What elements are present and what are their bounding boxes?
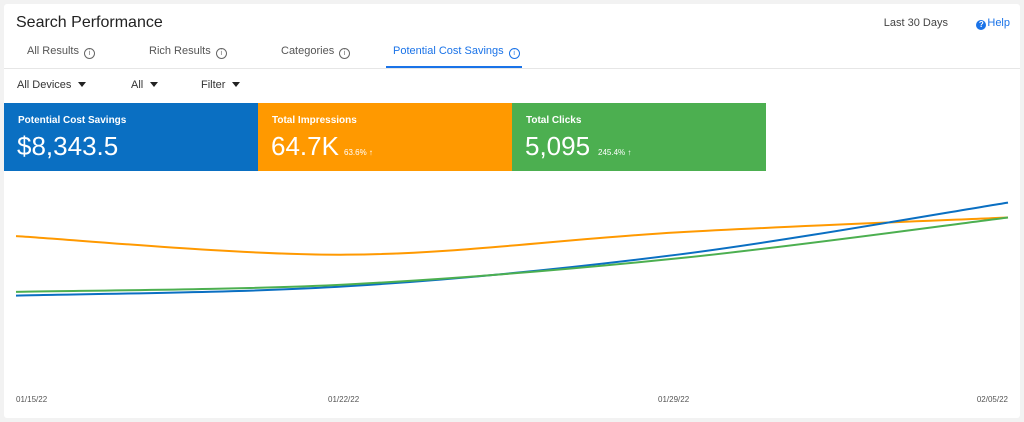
performance-line-chart: 01/15/22 01/22/22 01/29/22 02/05/22 xyxy=(15,201,1009,404)
series-line-1 xyxy=(15,201,1009,297)
info-icon[interactable]: i xyxy=(339,48,351,59)
tab-label: All Results xyxy=(27,45,79,57)
dropdown-label: All xyxy=(131,79,144,91)
caret-down-icon xyxy=(78,82,87,87)
info-icon[interactable]: i xyxy=(83,48,95,59)
kpi-clicks[interactable]: Total Clicks 5,095 245.4% ↑ xyxy=(512,103,766,171)
tab-label: Categories xyxy=(281,45,335,57)
date-range-selector[interactable]: Last 30 Days xyxy=(883,17,948,29)
search-performance-panel: Search Performance Last 30 Days ? Help Al… xyxy=(4,4,1020,418)
x-tick-label: 02/05/22 xyxy=(977,395,1009,404)
kpi-delta: 245.4% ↑ xyxy=(598,148,632,157)
series-line-0 xyxy=(15,216,1009,256)
tab-categories[interactable]: Categories i xyxy=(281,40,351,68)
kpi-value: 64.7K xyxy=(271,131,339,161)
active-tab-indicator xyxy=(386,66,522,68)
kpi-label: Potential Cost Savings xyxy=(18,115,127,126)
tab-label: Potential Cost Savings xyxy=(393,45,504,57)
x-tick-label: 01/22/22 xyxy=(328,395,360,404)
dropdown-label: All Devices xyxy=(17,79,72,91)
caret-down-icon xyxy=(150,82,159,87)
kpi-label: Total Impressions xyxy=(272,115,357,126)
tab-potential-cost-savings[interactable]: Potential Cost Savings i xyxy=(393,40,520,68)
devices-dropdown[interactable]: All Devices xyxy=(17,74,87,96)
dropdown-label: Filter xyxy=(201,79,226,91)
x-tick-label: 01/15/22 xyxy=(16,395,48,404)
page-title: Search Performance xyxy=(16,14,163,31)
kpi-label: Total Clicks xyxy=(526,115,582,126)
header: Search Performance Last 30 Days ? Help xyxy=(16,14,1010,38)
kpi-value: $8,343.5 xyxy=(17,131,119,161)
help-label: Help xyxy=(987,17,1010,29)
all-dropdown[interactable]: All xyxy=(131,74,159,96)
tab-rich-results[interactable]: Rich Results i xyxy=(149,40,227,68)
tab-all-results[interactable]: All Results i xyxy=(27,40,95,68)
tab-bar: All Results i Rich Results i Categories i P… xyxy=(4,40,1020,69)
kpi-delta: 63.6% ↑ xyxy=(344,148,373,157)
series-line-2 xyxy=(15,216,1009,293)
tab-label: Rich Results xyxy=(149,45,211,57)
kpi-cost-savings[interactable]: Potential Cost Savings $8,343.5 xyxy=(4,103,258,171)
question-icon: ? xyxy=(976,20,987,30)
filter-bar: All Devices All Filter xyxy=(4,74,1020,102)
caret-down-icon xyxy=(232,82,241,87)
kpi-value: 5,095 xyxy=(525,131,591,161)
info-icon[interactable]: i xyxy=(508,48,520,59)
x-tick-label: 01/29/22 xyxy=(658,395,690,404)
info-icon[interactable]: i xyxy=(215,48,227,59)
kpi-impressions[interactable]: Total Impressions 64.7K 63.6% ↑ xyxy=(258,103,512,171)
filter-dropdown[interactable]: Filter xyxy=(201,74,241,96)
help-link[interactable]: ? Help xyxy=(976,17,1010,30)
